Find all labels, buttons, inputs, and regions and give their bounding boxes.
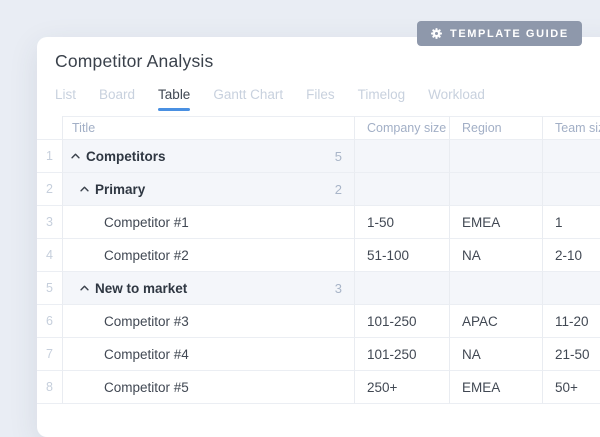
- company-size-cell[interactable]: 101-250: [355, 338, 450, 371]
- team-size-cell[interactable]: 21-50: [543, 338, 600, 371]
- region-cell[interactable]: NA: [450, 239, 543, 272]
- row-title: Competitor #2: [104, 247, 189, 263]
- company-size-cell[interactable]: 250+: [355, 371, 450, 404]
- gear-icon: [430, 27, 443, 40]
- title-cell[interactable]: Competitor #1: [63, 206, 355, 239]
- table-row[interactable]: 4 Competitor #2 51-100 NA 2-10: [37, 239, 600, 272]
- company-size-cell[interactable]: [355, 140, 450, 173]
- region-cell[interactable]: EMEA: [450, 206, 543, 239]
- table-row[interactable]: 1 Competitors 5: [37, 140, 600, 173]
- row-number: 2: [37, 173, 63, 206]
- competitor-table: Title Company size Region Team size 1Com…: [37, 116, 600, 404]
- title-cell[interactable]: New to market 3: [63, 272, 355, 305]
- title-cell[interactable]: Competitor #3: [63, 305, 355, 338]
- competitor-analysis-card: Competitor Analysis List Board Table Gantt …: [37, 37, 600, 437]
- company-size-cell[interactable]: 101-250: [355, 305, 450, 338]
- title-cell[interactable]: Competitor #2: [63, 239, 355, 272]
- row-title: Competitor #5: [104, 379, 189, 395]
- row-number: 8: [37, 371, 63, 404]
- collapse-caret-icon[interactable]: [71, 153, 80, 159]
- tab-files[interactable]: Files: [306, 87, 335, 102]
- row-number: 1: [37, 140, 63, 173]
- company-size-cell[interactable]: 1-50: [355, 206, 450, 239]
- row-number-header: [37, 116, 63, 140]
- team-size-cell[interactable]: 11-20: [543, 305, 600, 338]
- template-guide-label: TEMPLATE GUIDE: [450, 27, 569, 40]
- row-title: Competitor #4: [104, 346, 189, 362]
- group-count: 2: [334, 181, 342, 197]
- tab-list[interactable]: List: [55, 87, 77, 102]
- group-count: 5: [334, 148, 342, 164]
- template-guide-button[interactable]: TEMPLATE GUIDE: [417, 21, 582, 46]
- column-header-company-size[interactable]: Company size: [355, 116, 450, 140]
- title-cell[interactable]: Competitors 5: [63, 140, 355, 173]
- table-row[interactable]: 3 Competitor #1 1-50 EMEA 1: [37, 206, 600, 239]
- team-size-cell[interactable]: 1: [543, 206, 600, 239]
- row-number: 4: [37, 239, 63, 272]
- table-body: 1 Competitors 5 2 Primary 2 3 Competitor #1 1-50…: [37, 140, 600, 404]
- collapse-caret-icon[interactable]: [80, 186, 89, 192]
- table-row[interactable]: 7 Competitor #4 101-250 NA 21-50: [37, 338, 600, 371]
- team-size-cell[interactable]: [543, 272, 600, 305]
- row-title: Competitors: [86, 148, 166, 164]
- tab-table[interactable]: Table: [158, 87, 191, 111]
- row-number: 5: [37, 272, 63, 305]
- table-header-row: Title Company size Region Team size: [37, 116, 600, 140]
- group-count: 3: [334, 280, 342, 296]
- team-size-cell[interactable]: 50+: [543, 371, 600, 404]
- company-size-cell[interactable]: 51-100: [355, 239, 450, 272]
- region-cell[interactable]: EMEA: [450, 371, 543, 404]
- tab-gantt-chart[interactable]: Gantt Chart: [213, 87, 284, 102]
- tab-workload[interactable]: Workload: [428, 87, 485, 102]
- table-row[interactable]: 6 Competitor #3 101-250 APAC 11-20: [37, 305, 600, 338]
- row-number: 7: [37, 338, 63, 371]
- row-number: 3: [37, 206, 63, 239]
- team-size-cell[interactable]: [543, 140, 600, 173]
- team-size-cell[interactable]: [543, 173, 600, 206]
- region-cell[interactable]: [450, 272, 543, 305]
- title-cell[interactable]: Competitor #4: [63, 338, 355, 371]
- row-title: Competitor #1: [104, 214, 189, 230]
- team-size-cell[interactable]: 2-10: [543, 239, 600, 272]
- row-number: 6: [37, 305, 63, 338]
- row-title: Competitor #3: [104, 313, 189, 329]
- region-cell[interactable]: NA: [450, 338, 543, 371]
- tab-timelog[interactable]: Timelog: [357, 87, 406, 102]
- collapse-caret-icon[interactable]: [80, 285, 89, 291]
- page-title: Competitor Analysis: [55, 51, 214, 71]
- title-cell[interactable]: Competitor #5: [63, 371, 355, 404]
- table-row[interactable]: 2 Primary 2: [37, 173, 600, 206]
- column-header-title[interactable]: Title: [63, 116, 355, 140]
- table-row[interactable]: 5 New to market 3: [37, 272, 600, 305]
- column-header-region[interactable]: Region: [450, 116, 543, 140]
- table-row[interactable]: 8 Competitor #5 250+ EMEA 50+: [37, 371, 600, 404]
- tab-board[interactable]: Board: [99, 87, 136, 102]
- company-size-cell[interactable]: [355, 173, 450, 206]
- company-size-cell[interactable]: [355, 272, 450, 305]
- region-cell[interactable]: [450, 140, 543, 173]
- region-cell[interactable]: [450, 173, 543, 206]
- column-header-team-size[interactable]: Team size: [543, 116, 600, 140]
- row-title: New to market: [95, 280, 188, 296]
- card-header: Competitor Analysis List Board Table Gantt …: [37, 37, 600, 111]
- view-tabs: List Board Table Gantt Chart Files Timelog Wor…: [55, 87, 600, 111]
- region-cell[interactable]: APAC: [450, 305, 543, 338]
- row-title: Primary: [95, 181, 146, 197]
- title-cell[interactable]: Primary 2: [63, 173, 355, 206]
